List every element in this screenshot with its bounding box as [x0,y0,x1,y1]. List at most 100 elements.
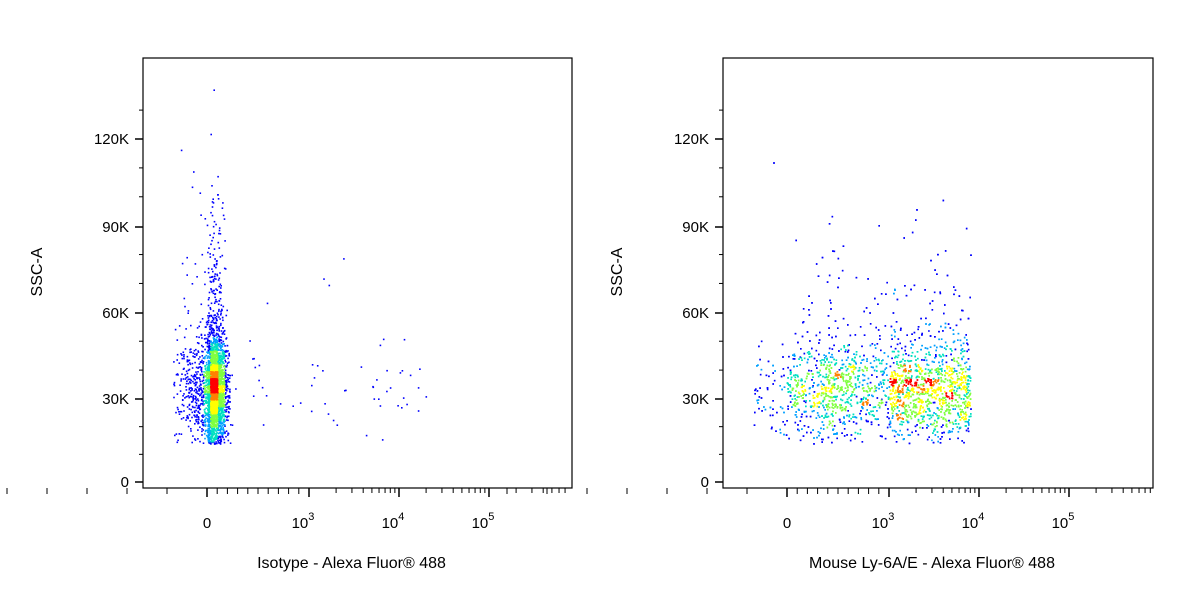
data-point [219,358,221,361]
data-point [210,281,212,283]
data-point [821,415,823,417]
data-point [204,348,206,351]
data-point [216,435,219,438]
data-point [196,390,198,393]
data-point [217,364,220,366]
data-point [954,420,957,422]
data-point [213,356,215,358]
data-point [221,394,224,396]
data-point [210,358,212,361]
data-point [204,414,207,417]
data-point [200,388,202,391]
data-point [206,367,209,370]
data-point [818,406,820,408]
data-point [939,345,942,348]
data-point [225,392,227,394]
data-point [206,377,208,379]
data-point [882,390,885,392]
data-point [226,381,228,384]
data-point [835,362,838,364]
data-point [207,360,210,362]
x-tick-label: 104 [382,511,405,532]
data-point [766,388,769,391]
data-point [953,293,955,296]
data-point [218,227,221,229]
data-point [215,436,217,438]
data-point [199,321,202,323]
data-point [222,393,224,395]
data-point [184,397,186,399]
data-point [190,430,192,432]
data-point [210,414,212,416]
data-point [899,429,901,432]
data-point [854,383,857,385]
data-point [210,315,213,318]
data-point [216,368,219,371]
data-point [764,408,767,411]
y-tick-label: 0 [121,474,129,491]
data-point [896,361,898,363]
data-point [180,410,183,413]
data-point [843,416,845,418]
data-point [210,346,212,349]
data-point [185,386,187,388]
data-point [828,223,831,225]
data-point [196,407,199,409]
data-point [957,431,960,433]
data-point [783,411,785,414]
data-point [215,419,217,422]
data-point [830,308,832,310]
data-point [830,361,833,364]
data-point [207,419,209,422]
data-point [223,356,226,358]
data-point [223,343,225,345]
data-point [755,388,757,390]
data-point [848,420,851,422]
data-point [223,218,226,220]
data-point [216,300,218,303]
data-point [188,391,190,394]
data-point [212,331,214,334]
data-point [203,390,206,393]
data-point [228,377,231,379]
data-point [783,374,785,377]
data-point [194,416,196,418]
data-point [187,416,189,418]
data-point [214,300,217,303]
data-point [215,318,218,320]
data-point [930,259,932,262]
data-point [207,267,210,270]
data-point [784,423,786,426]
data-point [181,262,184,265]
data-point [215,380,218,382]
data-point [854,437,856,440]
data-point [225,406,227,408]
data-point [205,384,208,387]
data-point [213,378,215,380]
data-point [223,415,225,418]
data-point [955,423,957,425]
data-point [217,403,219,406]
data-point [809,415,812,418]
data-point [952,408,954,410]
data-point [218,383,220,386]
data-point [201,380,204,382]
data-point [854,416,856,418]
data-point [219,409,222,411]
data-point [207,393,209,395]
data-point [221,422,224,424]
data-point [204,430,207,433]
data-point [197,398,199,400]
data-point [891,338,893,340]
data-point [216,289,218,291]
data-point [220,330,223,332]
data-point [332,419,335,422]
data-point [219,378,222,381]
data-point [173,396,175,399]
data-point [951,430,953,433]
data-point [204,437,206,440]
data-point [209,350,211,352]
data-point [220,440,222,442]
data-point [214,353,217,356]
data-point [861,359,863,361]
